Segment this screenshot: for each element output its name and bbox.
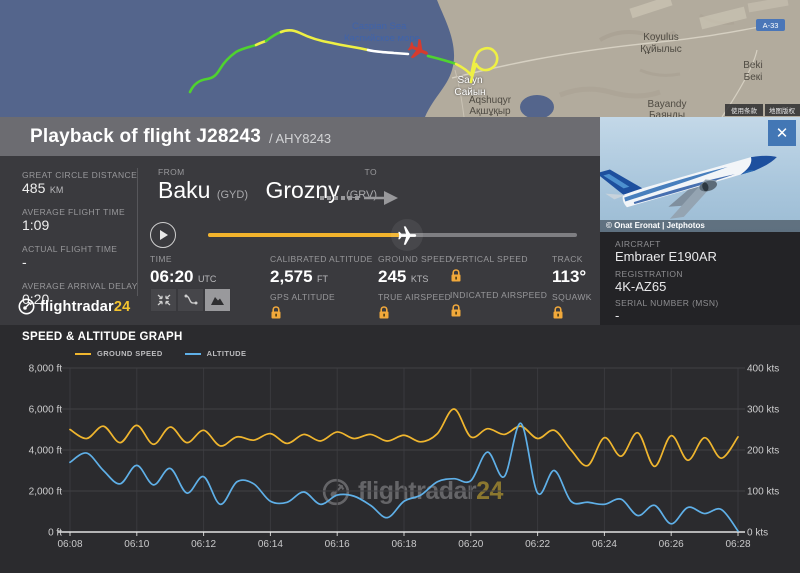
- sea-label-ru: Каспийское море: [344, 33, 420, 44]
- legend-altitude: ALTITUDE: [184, 349, 247, 358]
- x-axis-tick: 06:12: [191, 539, 216, 550]
- right-axis-tick: 100 kts: [747, 487, 779, 498]
- svg-text:地图版权: 地图版权: [769, 106, 796, 115]
- view-toggle-group: [150, 288, 231, 312]
- lock-icon[interactable]: [450, 268, 462, 283]
- right-axis-tick: 400 kts: [747, 364, 779, 375]
- x-axis-tick: 06:28: [725, 539, 750, 550]
- flightradar24-logo: flightradar24: [18, 298, 130, 315]
- slider-airplane-handle[interactable]: [396, 225, 418, 247]
- map-svg: A-33 Caspian Sea Каспийское море Koyulus…: [0, 0, 800, 121]
- play-icon: [160, 230, 168, 240]
- svg-text:Bayandy: Bayandy: [648, 99, 687, 110]
- map-place-labels: Koyulus Құйылыс Beki Бекі Aqshuqyr Ақшұқ…: [469, 32, 763, 121]
- series-ground-speed: [69, 408, 739, 468]
- svg-text:Баянды: Баянды: [649, 110, 685, 117]
- left-axis-tick: 4,000 ft: [29, 446, 63, 457]
- route-from: FROM Baku (GYD): [158, 167, 248, 203]
- speed-altitude-chart[interactable]: 06:08 06:10 06:12 06:14 06:16 06:18 06:20 06:22…: [0, 325, 800, 573]
- map-attribution[interactable]: 使用条款 地图版权: [725, 104, 800, 116]
- svg-text:Сайын: Сайын: [454, 87, 485, 98]
- left-axis-tick: 8,000 ft: [29, 364, 63, 375]
- stat-actual-flight-time: ACTUAL FLIGHT TIME -: [22, 244, 118, 270]
- left-axis-tick: 2,000 ft: [29, 487, 63, 498]
- aircraft-type: AIRCRAFT Embraer E190AR: [615, 239, 717, 264]
- route-arrow-icon: [320, 191, 398, 205]
- route-path-icon: [184, 294, 197, 305]
- x-axis-tick: 06:20: [458, 539, 483, 550]
- svg-text:Koyulus: Koyulus: [643, 32, 679, 43]
- close-button[interactable]: ✕: [768, 120, 796, 146]
- stat-avg-flight-time: AVERAGE FLIGHT TIME 1:09: [22, 207, 126, 233]
- graph-legend: GROUND SPEED ALTITUDE: [75, 349, 246, 358]
- playback-slider-progress: [208, 233, 400, 237]
- map-lake: [520, 95, 554, 119]
- sea-label-en: Caspian Sea: [352, 21, 407, 32]
- left-axis-tick: 6,000 ft: [29, 405, 63, 416]
- graph-title: SPEED & ALTITUDE GRAPH: [22, 331, 183, 343]
- svg-text:Beki: Beki: [743, 60, 762, 71]
- stats-panel: GREAT CIRCLE DISTANCE 485 KM AVERAGE FLI…: [22, 170, 138, 318]
- map-land: [425, 0, 800, 117]
- lock-icon[interactable]: [270, 305, 282, 320]
- svg-text:A-33: A-33: [763, 21, 779, 30]
- x-axis-tick: 06:22: [525, 539, 550, 550]
- map-canvas[interactable]: A-33 Caspian Sea Каспийское море Koyulus…: [0, 0, 800, 121]
- telemetry-vertical-speed: VERTICAL SPEED INDICATED AIRSPEED: [450, 254, 547, 323]
- telemetry-ground-speed: GROUND SPEED 245 KTS TRUE AIRSPEED: [378, 254, 452, 325]
- flight-info-panel: GREAT CIRCLE DISTANCE 485 KM AVERAGE FLI…: [0, 156, 600, 325]
- x-axis-tick: 06:24: [592, 539, 617, 550]
- svg-text:使用条款: 使用条款: [731, 106, 758, 115]
- flight-track: [188, 28, 499, 94]
- aircraft-registration: REGISTRATION 4K-AZ65: [615, 269, 683, 294]
- telemetry-altitude: CALIBRATED ALTITUDE 2,575 FT GPS ALTITUD…: [270, 254, 373, 325]
- series-altitude: [69, 422, 739, 532]
- compress-view-button[interactable]: [150, 288, 177, 312]
- stat-great-circle: GREAT CIRCLE DISTANCE 485 KM: [22, 170, 138, 196]
- x-axis-tick: 06:08: [57, 539, 82, 550]
- aircraft-panel: © Onat Eronat | Jetphotos ✕ AIRCRAFT Emb…: [600, 117, 800, 325]
- x-axis-tick: 06:16: [325, 539, 350, 550]
- svg-text:Ақшұқыр: Ақшұқыр: [469, 106, 511, 117]
- legend-swatch: [75, 352, 91, 355]
- divider: [137, 168, 138, 296]
- route-view-button[interactable]: [177, 288, 204, 312]
- aircraft-marker-icon[interactable]: [405, 37, 432, 63]
- graph-mountain-icon: [211, 297, 224, 305]
- svg-text:Құйылыс: Құйылыс: [640, 44, 682, 55]
- right-axis-tick: 300 kts: [747, 405, 779, 416]
- right-axis-tick: 200 kts: [747, 446, 779, 457]
- radar-icon: [18, 298, 35, 315]
- graph-view-button[interactable]: [204, 288, 231, 312]
- page-title: Playback of flight J28243: [30, 125, 261, 147]
- lock-icon[interactable]: [378, 305, 390, 320]
- telemetry-time: TIME 06:20 UTC: [150, 254, 217, 286]
- play-button[interactable]: [150, 222, 176, 248]
- playback-header: Playback of flight J28243 / AHY8243: [0, 117, 600, 156]
- lock-icon[interactable]: [552, 305, 564, 320]
- lock-icon[interactable]: [450, 303, 462, 318]
- left-axis-tick: 0 ft: [48, 528, 62, 539]
- x-axis-tick: 06:14: [258, 539, 283, 550]
- aircraft-photo-art: [600, 155, 777, 219]
- svg-text:Бекі: Бекі: [744, 72, 763, 83]
- svg-text:Aqshuqyr: Aqshuqyr: [469, 95, 512, 106]
- telemetry-track: TRACK 113° SQUAWK: [552, 254, 592, 325]
- x-axis-tick: 06:26: [659, 539, 684, 550]
- x-axis-tick: 06:10: [124, 539, 149, 550]
- legend-ground-speed: GROUND SPEED: [75, 349, 163, 358]
- photo-credit: © Onat Eronat | Jetphotos: [600, 220, 800, 232]
- compress-icon: [157, 294, 170, 306]
- aircraft-msn: SERIAL NUMBER (MSN) -: [615, 298, 719, 323]
- legend-swatch: [184, 352, 201, 355]
- x-axis-tick: 06:18: [391, 539, 416, 550]
- aircraft-photo[interactable]: © Onat Eronat | Jetphotos ✕: [600, 117, 800, 232]
- right-axis-tick: 0 kts: [747, 528, 768, 539]
- road-badge-a33: A-33: [756, 19, 785, 31]
- map-place-saiyn: Saiyn Сайын: [454, 75, 485, 98]
- graph-panel: SPEED & ALTITUDE GRAPH GROUND SPEED ALTI…: [0, 325, 800, 573]
- page-subtitle: / AHY8243: [269, 130, 332, 146]
